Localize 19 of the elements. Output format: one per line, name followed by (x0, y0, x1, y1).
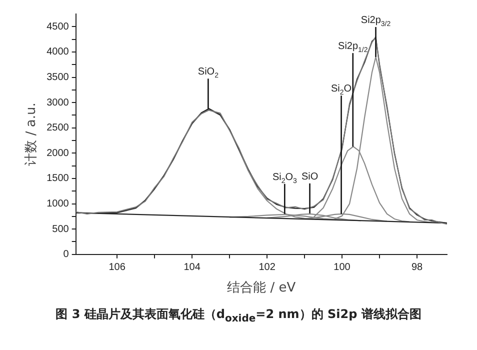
x-tick-label: 100 (334, 262, 351, 274)
y-tick-label: 4500 (46, 21, 70, 32)
annotation: SiO (301, 171, 318, 182)
y-tick-label: 3500 (46, 72, 70, 84)
x-tick-label: 106 (108, 262, 126, 274)
y-tick-label: 2000 (46, 148, 70, 159)
x-tick-label: 98 (411, 262, 424, 274)
x-tick-label: 102 (258, 262, 276, 274)
y-tick-label: 4000 (46, 46, 70, 58)
x-tick-label: 104 (184, 262, 201, 274)
x-axis-title: 结合能 / eV (227, 280, 296, 296)
y-tick-label: 500 (52, 224, 70, 235)
y-tick-label: 2500 (46, 122, 70, 134)
y-tick-label: 1500 (46, 173, 70, 184)
y-axis-title: 计数 / a.u. (24, 102, 40, 166)
y-tick-label: 3000 (46, 97, 70, 108)
y-tick-label: 1000 (46, 198, 70, 210)
y-tick-label: 0 (63, 249, 70, 260)
text: 图 3 硅晶片及其表面氧化硅（d$_{oxide}$=2 nm）的 Si2p 谱线拟合图 (54, 306, 422, 324)
